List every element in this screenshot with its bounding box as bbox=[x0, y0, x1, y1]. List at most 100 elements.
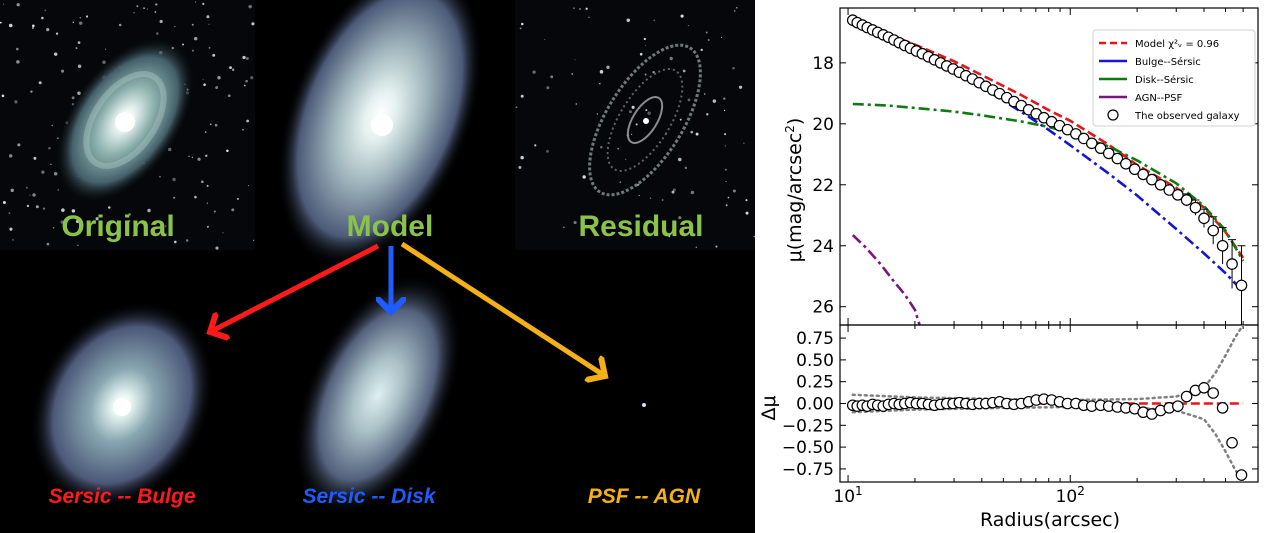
star bbox=[687, 98, 691, 102]
observed-point bbox=[1189, 201, 1202, 214]
star bbox=[229, 66, 232, 70]
star bbox=[671, 190, 675, 194]
star bbox=[217, 76, 221, 80]
star bbox=[519, 27, 522, 30]
star bbox=[725, 204, 728, 207]
star bbox=[164, 225, 167, 227]
star bbox=[75, 47, 78, 50]
y-tick-label: 20 bbox=[812, 115, 834, 135]
star bbox=[155, 3, 158, 6]
star bbox=[227, 94, 231, 98]
star bbox=[733, 10, 736, 12]
star bbox=[644, 232, 646, 234]
star bbox=[687, 24, 690, 27]
star bbox=[639, 52, 643, 56]
star bbox=[661, 199, 664, 201]
legend-label: Model χ²ᵥ = 0.96 bbox=[1135, 39, 1219, 50]
star bbox=[599, 82, 601, 85]
legend-label: AGN--PSF bbox=[1135, 93, 1182, 104]
star bbox=[715, 245, 718, 248]
bulge-label: Sersic -- Bulge bbox=[48, 485, 195, 508]
star bbox=[61, 208, 65, 212]
star bbox=[588, 16, 590, 19]
star bbox=[16, 3, 20, 7]
star bbox=[35, 205, 39, 209]
star bbox=[534, 144, 537, 147]
disk-component-image bbox=[294, 273, 462, 517]
star bbox=[546, 86, 550, 90]
star bbox=[682, 69, 686, 73]
star bbox=[226, 149, 229, 153]
star bbox=[10, 188, 14, 193]
star bbox=[253, 239, 255, 241]
observed-point bbox=[1128, 163, 1141, 176]
star bbox=[725, 181, 727, 183]
star bbox=[690, 190, 695, 195]
star bbox=[649, 197, 652, 200]
surface-brightness-plot: 18 20 22 24 26 Model χ²ᵥ = 0.96 Bulge--Sérsic D… bbox=[812, 7, 1259, 326]
observed-point bbox=[1207, 224, 1219, 237]
star bbox=[132, 234, 135, 237]
star bbox=[214, 123, 218, 127]
star bbox=[32, 24, 35, 28]
star bbox=[209, 123, 212, 126]
star bbox=[128, 213, 131, 216]
star bbox=[172, 177, 176, 182]
observed-point bbox=[1120, 157, 1132, 170]
star bbox=[643, 37, 646, 41]
model-galaxy-image bbox=[277, 0, 483, 268]
star bbox=[50, 163, 52, 165]
star bbox=[242, 128, 244, 131]
star bbox=[231, 68, 235, 71]
agn-label: PSF -- AGN bbox=[588, 485, 701, 508]
star bbox=[12, 239, 14, 241]
star bbox=[146, 8, 148, 10]
observed-point bbox=[1198, 212, 1210, 225]
star bbox=[732, 189, 736, 193]
star bbox=[212, 53, 216, 57]
star bbox=[724, 133, 727, 136]
star bbox=[617, 147, 619, 150]
star bbox=[626, 18, 631, 22]
x-axis-label: Radius(arcsec) bbox=[980, 509, 1120, 531]
star bbox=[574, 59, 576, 61]
observed-point bbox=[1216, 402, 1229, 414]
star bbox=[156, 32, 159, 35]
observed-point bbox=[1235, 469, 1248, 481]
observed-point bbox=[1137, 168, 1149, 181]
star bbox=[72, 21, 75, 24]
star bbox=[645, 44, 647, 46]
star bbox=[596, 113, 598, 115]
star bbox=[672, 188, 676, 192]
star bbox=[704, 93, 706, 95]
star bbox=[625, 158, 627, 160]
star bbox=[9, 227, 13, 231]
star bbox=[194, 195, 197, 199]
star bbox=[700, 48, 703, 52]
star bbox=[75, 220, 79, 224]
star bbox=[115, 231, 118, 235]
star bbox=[645, 109, 648, 112]
y-tick-label: 22 bbox=[812, 176, 834, 196]
disk-label: Sersic -- Disk bbox=[302, 485, 436, 508]
star bbox=[174, 240, 177, 244]
star bbox=[8, 23, 13, 28]
star bbox=[571, 73, 573, 75]
y-tick-label: 0.00 bbox=[796, 395, 834, 415]
star bbox=[246, 119, 250, 123]
star bbox=[213, 210, 216, 213]
y-tick-label: 26 bbox=[812, 298, 834, 318]
star bbox=[104, 48, 107, 50]
star bbox=[78, 21, 83, 25]
star bbox=[532, 70, 536, 74]
star bbox=[735, 6, 738, 9]
observed-point bbox=[1154, 178, 1167, 191]
agn-point-source bbox=[642, 403, 646, 407]
star bbox=[79, 17, 81, 19]
bottom-y-axis-label: Δμ bbox=[758, 395, 780, 420]
star bbox=[520, 94, 524, 98]
star bbox=[745, 199, 748, 202]
star bbox=[724, 168, 727, 171]
x-tick-label: 101 bbox=[833, 484, 862, 507]
legend-box bbox=[1092, 29, 1256, 127]
